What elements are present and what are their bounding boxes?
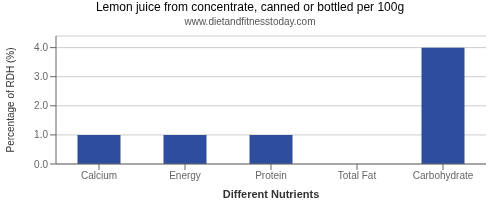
svg-text:Carbohydrate: Carbohydrate: [413, 170, 474, 181]
html-text:Lemon juice from concentrate,: Lemon juice from concentrate, canned or …: [95, 0, 405, 14]
svg-text:1.0: 1.0: [34, 129, 48, 140]
svg-text:Total Fat: Total Fat: [338, 170, 377, 181]
svg-text:Protein: Protein: [255, 170, 287, 181]
svg-text:0.0: 0.0: [34, 159, 48, 170]
svg-text:Different Nutrients: Different Nutrients: [223, 188, 320, 200]
svg-text:3.0: 3.0: [34, 71, 48, 82]
svg-text:Calcium: Calcium: [81, 170, 117, 181]
svg-text:Percentage of RDH (%): Percentage of RDH (%): [8, 47, 16, 152]
svg-text:2.0: 2.0: [34, 100, 48, 111]
html-text:www.dietandfitnesstoday.com: www.dietandfitnesstoday.com: [184, 16, 316, 27]
svg-text:Energy: Energy: [169, 170, 201, 181]
svg-text:4.0: 4.0: [34, 42, 48, 53]
